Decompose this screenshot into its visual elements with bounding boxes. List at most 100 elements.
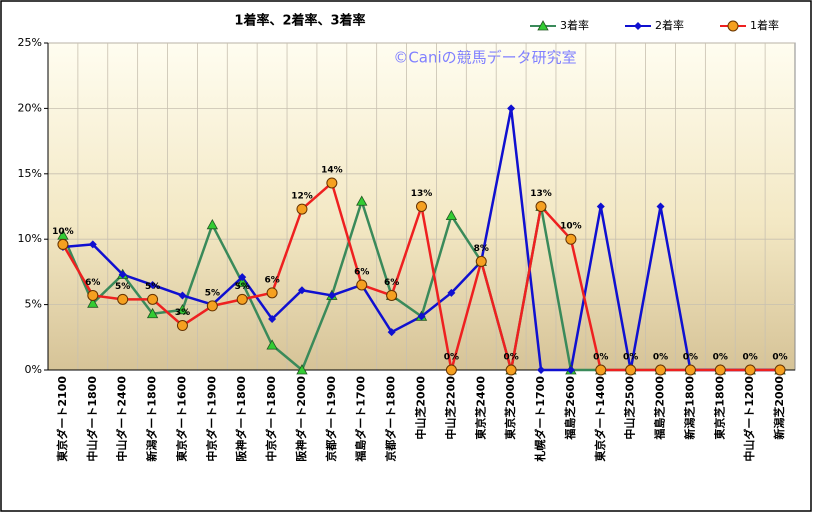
- x-tick-label: 東京芝2400: [473, 376, 487, 440]
- data-label: 10%: [560, 222, 582, 232]
- x-tick-label: 東京ダート1600: [174, 376, 188, 462]
- x-tick-label: 東京芝2000: [503, 376, 517, 440]
- point-marker: [296, 364, 308, 375]
- point-marker: [268, 314, 277, 323]
- x-tick-label: 福島ダート1700: [354, 376, 368, 463]
- point-marker: [655, 364, 667, 376]
- data-label: 3%: [175, 308, 190, 318]
- data-label: 5%: [145, 282, 160, 292]
- point-marker: [356, 279, 368, 291]
- point-marker: [507, 104, 516, 113]
- point-marker: [206, 218, 219, 230]
- point-marker: [148, 280, 157, 289]
- x-tick-label: 中山ダート2400: [115, 376, 129, 462]
- data-label: 0%: [623, 353, 638, 363]
- y-tick-label: 20%: [18, 101, 42, 114]
- y-tick-label: 5%: [25, 298, 42, 311]
- data-label: 5%: [115, 282, 130, 292]
- y-tick-label: 0%: [25, 363, 42, 376]
- point-marker: [595, 364, 607, 376]
- point-marker: [146, 307, 159, 319]
- point-marker: [87, 289, 99, 301]
- x-tick-label: 阪神ダート2000: [294, 376, 308, 462]
- point-marker: [266, 287, 278, 299]
- point-marker: [57, 238, 69, 250]
- legend-marker: [537, 20, 549, 31]
- legend-marker: [727, 20, 739, 32]
- point-marker: [596, 202, 605, 211]
- data-label: 6%: [354, 267, 369, 277]
- point-marker: [296, 203, 308, 215]
- legend-label: 3着率: [560, 18, 589, 32]
- point-marker: [447, 288, 456, 297]
- point-marker: [206, 300, 218, 312]
- point-marker: [236, 293, 248, 305]
- y-tick-label: 25%: [18, 36, 42, 49]
- data-label: 6%: [264, 275, 279, 285]
- point-marker: [625, 364, 637, 376]
- y-tick-label: 15%: [18, 167, 42, 180]
- point-marker: [266, 339, 278, 350]
- x-tick-label: 中山芝2200: [443, 376, 457, 440]
- point-marker: [537, 366, 546, 374]
- legend-label: 1着率: [750, 18, 779, 32]
- x-tick-label: 東京ダート1400: [593, 376, 607, 462]
- data-label: 13%: [411, 189, 433, 199]
- point-marker: [445, 364, 457, 376]
- point-marker: [176, 320, 188, 332]
- data-label: 0%: [503, 353, 518, 363]
- data-label: 0%: [593, 353, 608, 363]
- x-tick-label: 京都ダート1800: [384, 376, 398, 462]
- data-label: 0%: [653, 353, 668, 363]
- point-marker: [118, 270, 127, 279]
- x-tick-label: 東京ダート2100: [55, 376, 69, 462]
- x-tick-label: 阪神ダート1800: [234, 376, 248, 462]
- point-marker: [387, 328, 396, 337]
- point-marker: [178, 291, 187, 300]
- x-tick-label: 中山ダート1200: [742, 376, 756, 462]
- x-tick-label: 札幌ダート1700: [533, 376, 547, 463]
- data-label: 0%: [772, 353, 787, 363]
- data-label: 6%: [384, 278, 399, 288]
- point-marker: [714, 364, 726, 376]
- data-label: 0%: [683, 353, 698, 363]
- point-marker: [416, 201, 427, 212]
- point-marker: [475, 255, 487, 267]
- x-tick-label: 中京ダート1800: [264, 376, 278, 462]
- x-tick-label: 新潟芝2000: [772, 376, 786, 440]
- x-tick-label: 東京芝1800: [712, 376, 726, 440]
- x-tick-label: 中山ダート1800: [85, 376, 99, 462]
- x-tick-label: 中山芝2500: [623, 376, 637, 440]
- point-marker: [327, 291, 336, 300]
- point-marker: [774, 364, 786, 376]
- data-label: 13%: [530, 189, 552, 199]
- x-tick-label: 中京ダート1900: [204, 376, 218, 462]
- point-marker: [565, 233, 577, 245]
- point-marker: [656, 202, 665, 211]
- data-label: 12%: [291, 192, 313, 202]
- chart-title: 1着率、2着率、3着率: [234, 13, 365, 29]
- point-marker: [236, 276, 248, 287]
- data-label: 0%: [444, 353, 459, 363]
- x-tick-label: 福島芝2000: [653, 376, 667, 441]
- y-tick-label: 10%: [18, 232, 42, 245]
- point-marker: [176, 304, 189, 315]
- data-label: 10%: [52, 227, 74, 237]
- data-label: 0%: [713, 353, 728, 363]
- point-marker: [445, 209, 458, 221]
- point-marker: [326, 177, 338, 189]
- point-marker: [88, 240, 97, 249]
- point-marker: [386, 289, 398, 301]
- x-tick-label: 京都ダート1900: [324, 376, 338, 462]
- point-marker: [744, 364, 756, 376]
- watermark: ©Caniの競馬データ研究室: [393, 49, 576, 67]
- point-marker: [87, 297, 99, 308]
- x-tick-label: 中山芝2000: [414, 376, 428, 440]
- point-marker: [505, 364, 517, 376]
- data-label: 0%: [743, 353, 758, 363]
- x-tick-label: 新潟芝1800: [682, 376, 696, 440]
- point-marker: [238, 273, 247, 282]
- legend-marker: [634, 22, 642, 30]
- data-label: 5%: [205, 288, 220, 298]
